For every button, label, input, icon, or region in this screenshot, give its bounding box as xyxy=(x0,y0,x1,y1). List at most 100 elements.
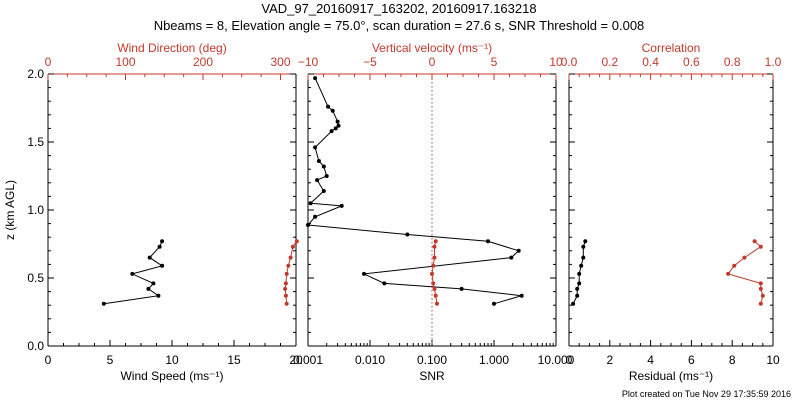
data-point xyxy=(435,301,439,306)
x-top-tick-label: −5 xyxy=(363,55,377,69)
data-point xyxy=(329,129,334,134)
data-point xyxy=(405,232,410,237)
x-bottom-tick-label: 0.100 xyxy=(417,353,447,367)
data-point xyxy=(284,271,289,276)
data-point xyxy=(431,281,436,286)
data-point xyxy=(760,293,765,298)
data-point xyxy=(101,301,106,306)
data-point xyxy=(313,145,318,150)
data-point xyxy=(432,286,437,291)
data-point xyxy=(577,271,582,276)
data-point xyxy=(160,263,165,268)
y-tick-label: 0.0 xyxy=(27,339,44,353)
figure-footer: Plot created on Tue Nov 29 17:35:59 2016 xyxy=(622,389,791,399)
panel-3: 0 2 4 6 8 10 Residual (ms⁻¹) 0.0 0.2 0.4 0.6 0.8 1.0… xyxy=(561,41,782,383)
data-point xyxy=(324,174,329,178)
data-point xyxy=(758,286,763,291)
data-point xyxy=(151,281,156,286)
y-tick-label: 0.5 xyxy=(27,271,44,285)
data-point xyxy=(283,281,288,286)
figure-title-line1: VAD_97_20160917_163202, 20160917.163218 xyxy=(261,1,536,16)
figure-title-line2: Nbeams = 8, Elevation angle = 75.0°, sca… xyxy=(154,18,645,33)
data-point xyxy=(575,293,580,298)
data-point xyxy=(146,286,151,291)
data-point xyxy=(732,263,737,268)
data-point xyxy=(288,255,293,260)
data-point xyxy=(156,293,161,298)
x-top-tick-label: 0.8 xyxy=(724,55,741,69)
x-top-tick-label: 5 xyxy=(491,55,498,69)
data-point xyxy=(581,255,586,260)
x-top-tick-label: −10 xyxy=(298,55,319,69)
x-top-tick-label: 10 xyxy=(549,55,563,69)
data-point xyxy=(321,164,326,169)
x-bottom-tick-label: 15 xyxy=(227,353,241,367)
panel-2: 0.001 0.010 0.100 1.000 10.000 SNR −10 −5 0 5 10 Ve… xyxy=(293,41,575,383)
data-point xyxy=(577,281,582,286)
data-point xyxy=(147,255,152,260)
y-tick-label: 1.0 xyxy=(27,203,44,217)
y-tick-label: 2.0 xyxy=(27,67,44,81)
data-point xyxy=(581,244,586,249)
x-bottom-tick-label: 20 xyxy=(289,353,303,367)
data-point xyxy=(335,119,340,124)
data-point xyxy=(326,104,330,109)
data-point xyxy=(330,108,335,113)
x-top-axis-label: Correlation xyxy=(642,41,701,55)
x-bottom-tick-label: 8 xyxy=(729,353,736,367)
x-bottom-tick-label: 0 xyxy=(45,353,52,367)
data-point xyxy=(315,178,320,183)
data-point xyxy=(313,214,318,219)
x-bottom-tick-label: 5 xyxy=(107,353,114,367)
x-top-tick-label: 0.2 xyxy=(601,55,618,69)
data-point xyxy=(321,189,326,193)
x-bottom-tick-label: 10.000 xyxy=(538,353,575,367)
x-bottom-tick-label: 10 xyxy=(766,353,780,367)
data-point xyxy=(509,255,514,260)
x-top-tick-label: 100 xyxy=(115,55,135,69)
data-point xyxy=(362,271,366,276)
data-point xyxy=(313,76,318,81)
data-point xyxy=(308,201,313,206)
data-point xyxy=(294,239,299,244)
data-point xyxy=(752,239,757,244)
data-point xyxy=(431,263,436,268)
data-point xyxy=(316,159,321,163)
x-bottom-axis-label: Wind Speed (ms⁻¹) xyxy=(120,369,223,383)
data-point xyxy=(430,271,434,276)
data-point xyxy=(157,244,162,249)
data-point xyxy=(306,223,310,227)
data-point xyxy=(283,293,288,298)
data-point xyxy=(492,301,496,306)
data-point xyxy=(726,271,731,276)
y-axis-label: z (km AGL) xyxy=(3,180,17,240)
series-line-1 xyxy=(306,77,522,305)
x-top-axis-label: Wind Direction (deg) xyxy=(117,41,226,55)
x-bottom-tick-label: 0.010 xyxy=(355,353,385,367)
data-point xyxy=(130,271,135,276)
x-top-tick-label: 200 xyxy=(193,55,213,69)
x-top-tick-label: 0.0 xyxy=(561,55,578,69)
x-bottom-tick-label: 1.000 xyxy=(479,353,509,367)
x-top-tick-label: 0 xyxy=(45,55,52,69)
data-point xyxy=(516,248,521,253)
data-point xyxy=(486,239,490,244)
data-point xyxy=(433,239,438,244)
series-line-2 xyxy=(727,240,764,304)
x-bottom-axis-label: Residual (ms⁻¹) xyxy=(629,369,713,383)
data-point xyxy=(583,239,588,244)
data-point xyxy=(575,286,580,291)
x-bottom-tick-label: 4 xyxy=(647,353,654,367)
data-point xyxy=(333,126,338,131)
x-top-tick-label: 0.4 xyxy=(642,55,659,69)
x-top-axis-label: Vertical velocity (ms⁻¹) xyxy=(372,41,492,55)
data-point xyxy=(432,255,437,260)
data-point xyxy=(284,301,289,306)
panel-1: 0.0 0.5 1.0 1.5 2.0 z (km AGL) 0 5 10 15 20 Wind Sp… xyxy=(3,41,303,383)
data-point xyxy=(432,244,437,249)
data-point xyxy=(571,301,576,306)
data-point xyxy=(519,293,524,298)
data-point xyxy=(433,293,438,298)
x-bottom-tick-label: 0 xyxy=(566,353,573,367)
